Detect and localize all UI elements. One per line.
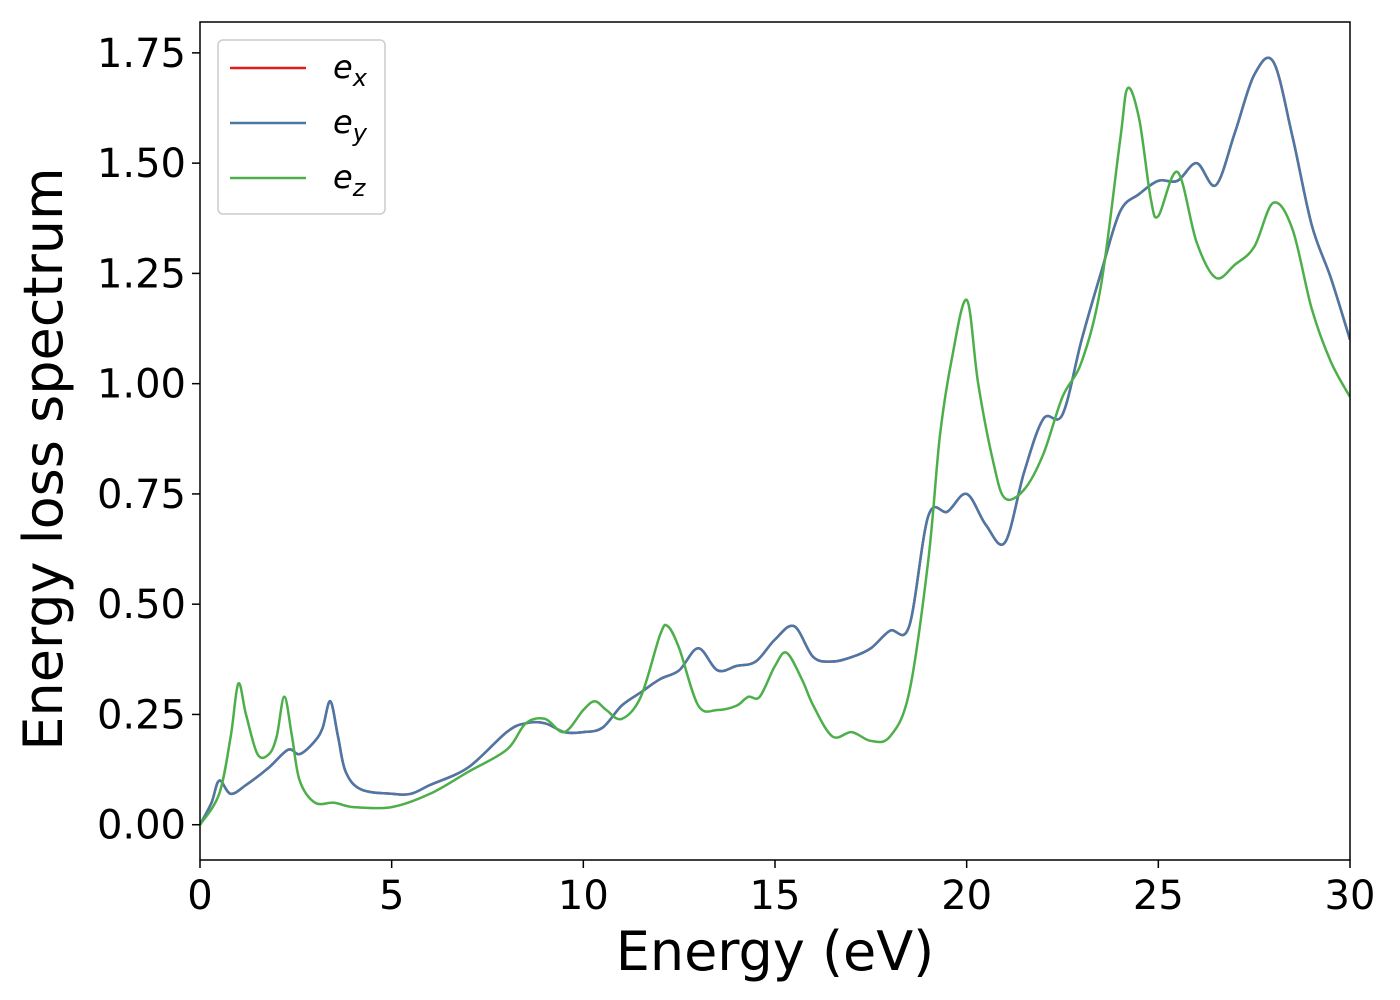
y-tick-label: 0.75 — [97, 472, 186, 518]
y-tick-label: 0.25 — [97, 692, 186, 738]
y-axis-ticks: 0.00 0.25 0.50 0.75 1.00 1.25 1.50 1.75 — [97, 31, 200, 849]
x-tick-label: 15 — [750, 873, 801, 919]
series-line-ey — [200, 56, 1350, 826]
x-tick-label: 5 — [379, 873, 404, 919]
y-tick-label: 0.50 — [97, 582, 186, 628]
y-tick-label: 1.75 — [97, 31, 186, 77]
legend-label-ey: ey — [333, 103, 368, 147]
x-tick-label: 30 — [1325, 873, 1376, 919]
y-tick-label: 0.00 — [97, 803, 186, 849]
x-tick-label: 25 — [1133, 873, 1184, 919]
y-tick-label: 1.25 — [97, 251, 186, 297]
x-axis-label: Energy (eV) — [616, 920, 935, 983]
x-tick-label: 0 — [187, 873, 212, 919]
series-line-ez — [200, 86, 1350, 826]
y-tick-label: 1.50 — [97, 141, 186, 187]
x-tick-label: 20 — [941, 873, 992, 919]
y-axis-label: Energy loss spectrum — [12, 167, 75, 750]
x-tick-label: 10 — [558, 873, 609, 919]
series-layer — [200, 56, 1350, 826]
legend-label-ex: ex — [333, 48, 368, 92]
y-tick-label: 1.00 — [97, 362, 186, 408]
legend-box — [217, 39, 386, 215]
x-axis-ticks: 0 5 10 15 20 25 30 — [187, 860, 1375, 919]
